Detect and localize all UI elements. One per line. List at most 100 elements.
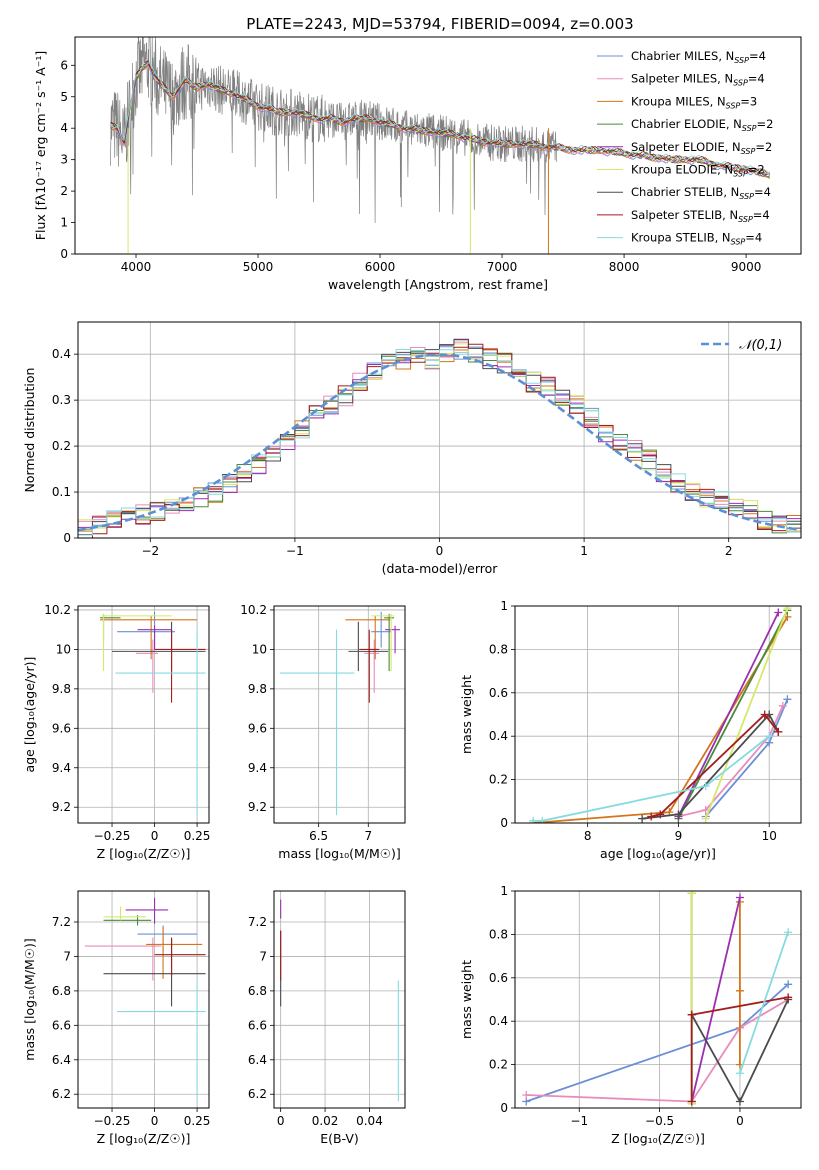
axes-frame <box>74 36 802 255</box>
axes: −0.25 0 0.25 9.2 9.4 9.6 9.8 10 10.2 Z [log₁₀(Z/Z… <box>22 603 210 861</box>
x-axis-label: E(B-V) <box>320 1131 359 1146</box>
x-tick-label: 1 <box>580 544 588 558</box>
x-tick-label: 0 <box>277 1114 285 1128</box>
legend-entry: Chabrier MILES, NSSP=4 <box>631 49 766 65</box>
errorbar-point <box>154 937 206 976</box>
observed-spectrum-line <box>110 37 558 223</box>
mass-weight-line <box>526 998 789 1103</box>
x-tick-label: 9000 <box>731 260 762 274</box>
x-tick-label: −1 <box>286 544 304 558</box>
data-point-marker <box>687 1097 696 1106</box>
plot-area <box>522 891 793 1108</box>
data-point-marker <box>774 727 783 736</box>
data-point-marker <box>522 1090 531 1099</box>
x-axis-label: wavelength [Angstrom, rest frame] <box>328 277 548 292</box>
data-point-marker <box>784 993 793 1002</box>
y-tick-label: 0.6 <box>489 971 508 985</box>
data-point-marker <box>687 1010 696 1019</box>
axes-frame <box>77 321 802 539</box>
mass-weight-line <box>533 735 770 822</box>
mass-weight-line <box>677 612 780 817</box>
plot-area <box>529 606 792 823</box>
y-tick-label: 0.8 <box>489 642 508 656</box>
y-tick-label: 0.4 <box>489 1014 508 1028</box>
mass-weight-line <box>690 897 741 1102</box>
mass-weight-line <box>677 609 789 820</box>
y-tick-label: 6.8 <box>248 984 267 998</box>
data-point-marker <box>783 606 792 613</box>
y-tick-label: 4 <box>60 121 68 135</box>
y-tick-label: 0 <box>63 531 71 545</box>
data-point-marker <box>784 980 793 989</box>
legend-entry: Kroupa STELIB, NSSP=4 <box>631 231 762 247</box>
axes: 0 0.02 0.04 6.2 6.4 6.6 6.8 7 7.2 E(B-V) <box>248 890 406 1146</box>
data-point-marker <box>783 695 792 704</box>
y-tick-label: 1 <box>60 216 68 230</box>
axes: −2 −1 0 1 2 0 0.1 0.2 0.3 0.4 (data-model)/error No… <box>22 321 802 576</box>
errorbar-point <box>371 611 392 648</box>
y-tick-label: 6.2 <box>52 1087 71 1101</box>
x-tick-label: 7 <box>364 829 372 843</box>
x-tick-label: 0 <box>151 829 159 843</box>
data-point-marker <box>638 814 647 823</box>
y-tick-label: 5 <box>60 90 68 104</box>
x-tick-label: 0 <box>736 1114 744 1128</box>
errorbar-point <box>154 629 206 703</box>
plot-area <box>84 897 206 1102</box>
mass-weight-line <box>650 713 780 818</box>
y-tick-label: 9.8 <box>52 682 71 696</box>
legend-entry: Chabrier STELIB, NSSP=4 <box>631 185 771 201</box>
errorbar-point <box>101 613 172 672</box>
errorbar-point <box>385 625 401 654</box>
errorbar-point <box>137 625 172 650</box>
y-tick-label: 6 <box>60 58 68 72</box>
x-tick-label: 0 <box>151 1114 159 1128</box>
errorbar-point <box>103 906 147 921</box>
data-point-marker <box>784 928 793 937</box>
x-tick-label: −0.5 <box>645 1114 674 1128</box>
data-point-marker <box>765 732 774 741</box>
y-tick-label: 0.8 <box>489 927 508 941</box>
plot-area <box>279 611 401 816</box>
legend-entry: Salpeter STELIB, NSSP=4 <box>631 208 770 224</box>
y-tick-label: 7 <box>259 949 267 963</box>
mass-weight-line <box>533 616 789 823</box>
axes: 8 9 10 0 0.2 0.4 0.6 0.8 1 age [log₁₀(age/yr)] mas… <box>459 599 802 861</box>
x-axis-label: age [log₁₀(age/yr)] <box>600 846 716 861</box>
axes-frame <box>273 605 406 824</box>
y-tick-label: 6.8 <box>52 984 71 998</box>
figure-title: PLATE=2243, MJD=53794, FIBERID=0094, z=0… <box>246 15 633 33</box>
x-tick-label: 0.25 <box>184 1114 211 1128</box>
y-axis-label: mass weight <box>459 675 474 754</box>
mass-weight-line <box>739 931 789 1074</box>
axes-frame <box>77 605 210 824</box>
y-tick-label: 0.2 <box>52 439 71 453</box>
x-tick-label: −0.25 <box>94 829 131 843</box>
x-tick-label: −0.25 <box>94 1114 131 1128</box>
y-tick-label: 9.6 <box>52 721 71 735</box>
y-axis-label: mass [log₁₀(M/M☉)] <box>22 938 37 1060</box>
x-tick-label: 9 <box>675 829 683 843</box>
y-tick-label: 1 <box>500 599 508 613</box>
legend-entry: Salpeter MILES, NSSP=4 <box>631 72 765 88</box>
axes-frame <box>273 890 406 1109</box>
panel-mass_vs_Z: −0.25 0 0.25 6.2 6.4 6.6 6.8 7 7.2 Z [log₁₀(Z/Z☉)… <box>22 890 211 1146</box>
data-point-marker <box>701 782 710 791</box>
errorbar-point <box>100 615 198 660</box>
axes-frame <box>514 890 802 1109</box>
y-tick-label: 10.2 <box>240 603 267 617</box>
y-tick-label: 0.2 <box>489 773 508 787</box>
data-point-marker <box>778 701 787 710</box>
legend-entry: Chabrier ELODIE, NSSP=2 <box>631 117 773 133</box>
axes-frame <box>514 605 802 824</box>
axes: −1 −0.5 0 0 0.2 0.4 0.6 0.8 1 Z [log₁₀(Z/Z☉)] mass… <box>459 884 802 1146</box>
x-tick-label: 0.04 <box>356 1114 383 1128</box>
y-tick-label: 0.1 <box>52 485 71 499</box>
x-axis-label: Z [log₁₀(Z/Z☉)] <box>97 1131 191 1146</box>
x-tick-label: 0.02 <box>312 1114 339 1128</box>
x-tick-label: 7000 <box>487 260 518 274</box>
y-tick-label: 7.2 <box>52 915 71 929</box>
data-point-marker <box>687 891 696 898</box>
y-tick-label: 9.4 <box>248 761 267 775</box>
y-tick-label: 10.2 <box>44 603 71 617</box>
